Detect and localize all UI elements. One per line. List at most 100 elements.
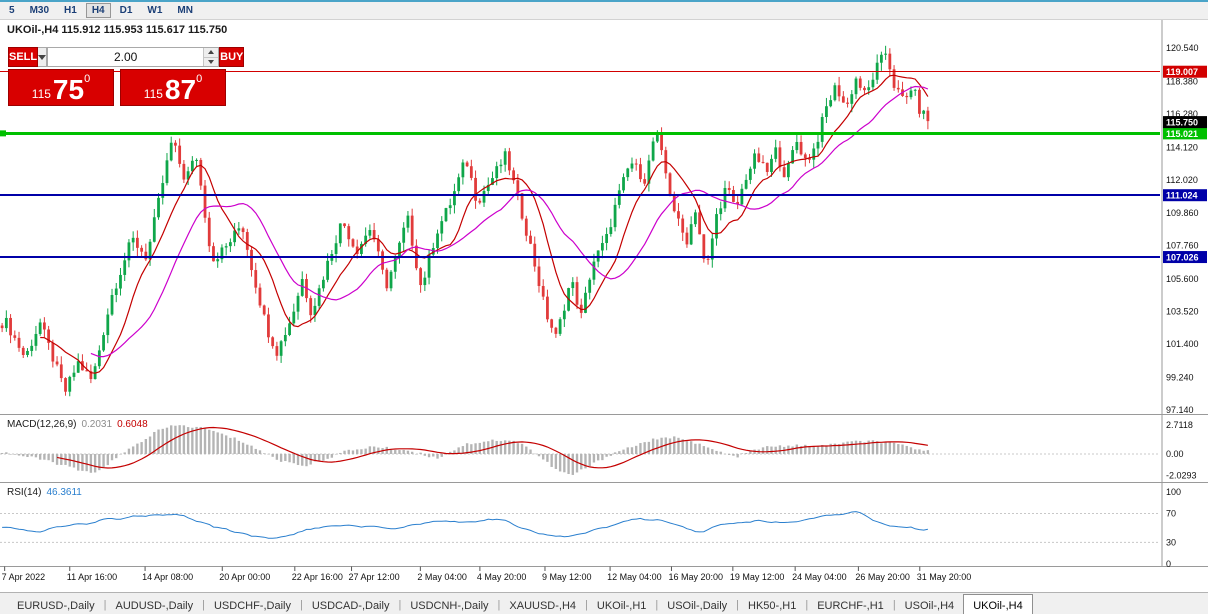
time-axis: 7 Apr 2022 11 Apr 16:00 14 Apr 08:00 20 Apr…: [2, 566, 972, 582]
svg-text:97.140: 97.140: [1166, 405, 1194, 415]
timeframe-button-h4[interactable]: H4: [85, 3, 111, 18]
timeframe-button-5[interactable]: 5: [3, 3, 21, 18]
svg-text:22 Apr 16:00: 22 Apr 16:00: [292, 572, 343, 582]
one-click-trading-panel: SELL BUY: [8, 47, 245, 106]
timeframe-button-m30[interactable]: M30: [24, 3, 55, 18]
svg-text:115.021: 115.021: [1166, 129, 1198, 139]
chart-tab-eurusddaily[interactable]: EURUSD-,Daily: [17, 600, 95, 612]
volume-decrease-button[interactable]: [204, 57, 219, 66]
svg-text:111.024: 111.024: [1166, 191, 1198, 201]
sell-price-display[interactable]: 115 75 0: [8, 69, 114, 106]
buy-price-big-digits: 87: [164, 74, 197, 106]
svg-text:27 Apr 12:00: 27 Apr 12:00: [349, 572, 400, 582]
chart-tab-usdchfdaily[interactable]: USDCHF-,Daily: [213, 600, 291, 612]
sell-button[interactable]: SELL: [8, 47, 39, 67]
chart-tab-usdcnhdaily[interactable]: USDCNH-,Daily: [410, 600, 489, 612]
volume-stepper: [47, 47, 220, 67]
svg-text:118.380: 118.380: [1166, 76, 1198, 86]
svg-text:101.400: 101.400: [1166, 339, 1199, 349]
svg-text:0.00: 0.00: [1166, 449, 1184, 459]
price-chart[interactable]: 120.540 118.380 116.280 114.120 112.020 109.8…: [0, 20, 1208, 592]
tab-separator: |: [585, 598, 588, 611]
macd-name: MACD(12,26,9): [7, 419, 77, 430]
candles-layer: [0, 45, 930, 397]
volume-dropdown-button[interactable]: [38, 47, 48, 67]
svg-text:119.007: 119.007: [1166, 67, 1198, 77]
svg-text:103.520: 103.520: [1166, 306, 1199, 316]
svg-text:109.860: 109.860: [1166, 208, 1199, 218]
sell-price-prefix: 115: [31, 87, 51, 101]
tab-separator: |: [655, 598, 659, 611]
buy-price-display[interactable]: 115 87 0: [120, 69, 226, 106]
chart-tab-usdcaddaily[interactable]: USDCAD-,Daily: [311, 600, 390, 612]
svg-text:107.026: 107.026: [1166, 253, 1199, 263]
chart-tab-ukoilh4[interactable]: UKOil-,H4: [963, 594, 1033, 614]
chart-tab-eurchfh1[interactable]: EURCHF-,H1: [817, 600, 884, 612]
chart-tab-xauusdh4[interactable]: XAUUSD-,H4: [509, 600, 577, 612]
macd-main-value: 0.2031: [81, 419, 113, 430]
rsi-indicator-label: RSI(14) 46.3611: [7, 487, 82, 498]
svg-text:24 May 04:00: 24 May 04:00: [792, 572, 847, 582]
svg-text:16 May 20:00: 16 May 20:00: [668, 572, 723, 582]
chart-tab-ukoilh1[interactable]: UKOil-,H1: [596, 600, 647, 612]
moving-averages-layer: [40, 74, 929, 374]
chevron-down-icon: [38, 54, 47, 60]
buy-price-pip-digit: 0: [196, 73, 203, 85]
tab-separator: |: [202, 598, 205, 611]
tab-separator: |: [805, 598, 809, 611]
svg-text:112.020: 112.020: [1166, 175, 1198, 185]
chart-ohlc-header: UKOil-,H4 115.912 115.953 115.617 115.75…: [7, 24, 228, 36]
timeframe-button-mn[interactable]: MN: [171, 3, 199, 18]
svg-text:26 May 20:00: 26 May 20:00: [855, 572, 910, 582]
svg-text:2 May 04:00: 2 May 04:00: [417, 572, 467, 582]
buy-price-prefix: 115: [143, 87, 163, 101]
svg-text:99.240: 99.240: [1166, 372, 1194, 382]
svg-text:19 May 12:00: 19 May 12:00: [730, 572, 785, 582]
timeframe-button-w1[interactable]: W1: [141, 3, 168, 18]
tab-separator: |: [299, 598, 303, 611]
chart-tab-hk50h1[interactable]: HK50-,H1: [748, 600, 797, 612]
macd-pane: [0, 425, 1160, 475]
volume-input[interactable]: [48, 48, 204, 66]
svg-text:70: 70: [1166, 509, 1176, 519]
chart-area[interactable]: 120.540 118.380 116.280 114.120 112.020 109.8…: [0, 20, 1208, 592]
volume-spinner: [203, 48, 219, 66]
svg-text:7 Apr 2022: 7 Apr 2022: [2, 572, 46, 582]
price-badges: 119.007 115.021 111.024 107.026 115.750: [1163, 65, 1207, 264]
svg-text:116.280: 116.280: [1166, 109, 1198, 119]
rsi-value: 46.3611: [46, 487, 82, 498]
timeframe-toolbar: 5 M30 H1 H4 D1 W1 MN: [0, 2, 1208, 20]
svg-text:14 Apr 08:00: 14 Apr 08:00: [142, 572, 193, 582]
tab-separator: |: [103, 598, 107, 611]
svg-text:100: 100: [1166, 487, 1181, 497]
svg-text:105.600: 105.600: [1166, 274, 1199, 284]
svg-text:31 May 20:00: 31 May 20:00: [917, 572, 972, 582]
svg-text:-2.0293: -2.0293: [1166, 471, 1197, 481]
buy-button[interactable]: BUY: [219, 47, 245, 67]
pane-separators: [0, 20, 1208, 567]
svg-text:12 May 04:00: 12 May 04:00: [607, 572, 662, 582]
chevron-up-icon: [208, 50, 215, 55]
tab-separator: |: [398, 598, 402, 611]
macd-signal-value: 0.6048: [117, 419, 148, 430]
price-axis: 120.540 118.380 116.280 114.120 112.020 109.8…: [1166, 43, 1199, 569]
timeframe-button-h1[interactable]: H1: [58, 3, 83, 18]
chart-tab-usoildaily[interactable]: USOil-,Daily: [667, 600, 728, 612]
svg-text:2.7118: 2.7118: [1166, 420, 1193, 430]
chart-tab-audusddaily[interactable]: AUDUSD-,Daily: [115, 600, 194, 612]
svg-text:107.760: 107.760: [1166, 241, 1199, 251]
rsi-pane: [0, 511, 1160, 543]
svg-text:30: 30: [1166, 537, 1176, 547]
svg-text:4 May 20:00: 4 May 20:00: [477, 572, 527, 582]
svg-text:114.120: 114.120: [1166, 142, 1198, 152]
timeframe-button-d1[interactable]: D1: [114, 3, 139, 18]
chart-tab-usoilh4[interactable]: USOil-,H4: [904, 600, 955, 612]
sell-price-pip-digit: 0: [84, 73, 91, 85]
macd-indicator-label: MACD(12,26,9) 0.2031 0.6048: [7, 419, 148, 430]
svg-text:20 Apr 00:00: 20 Apr 00:00: [219, 572, 270, 582]
tab-separator: |: [892, 598, 896, 611]
volume-increase-button[interactable]: [204, 48, 219, 58]
tab-separator: |: [497, 598, 501, 611]
chevron-down-icon: [208, 59, 215, 64]
